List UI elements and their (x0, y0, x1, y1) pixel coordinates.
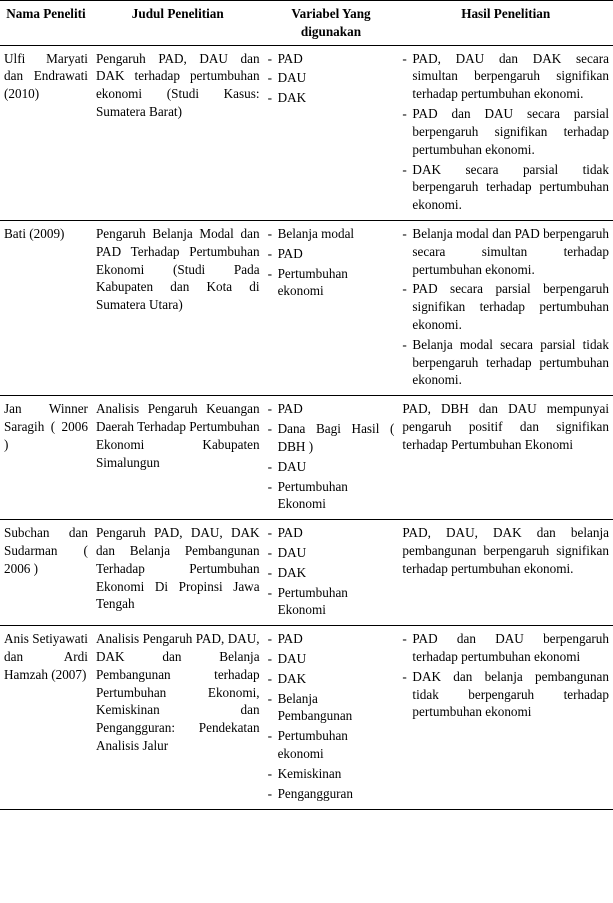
cell-peneliti: Jan Winner Saragih ( 2006 ) (0, 396, 92, 520)
cell-peneliti: Ulfi Maryati dan Endrawati (2010) (0, 45, 92, 220)
hasil-text: PAD, DBH dan DAU mempunyai pengaruh posi… (402, 400, 609, 453)
cell-hasil: PAD, DAU dan DAK secara simultan berpeng… (398, 45, 613, 220)
variabel-item: DAK (268, 89, 395, 107)
header-hasil: Hasil Penelitian (398, 1, 613, 46)
variabel-item: Pertumbuhan ekonomi (268, 727, 395, 763)
hasil-item: Belanja modal dan PAD berpengaruh secara… (402, 225, 609, 278)
variabel-item: PAD (268, 524, 395, 542)
variabel-item: DAK (268, 670, 395, 688)
hasil-item: PAD dan DAU berpengaruh terhadap pertumb… (402, 630, 609, 666)
table-row: Anis Setiyawati dan Ardi Hamzah (2007)An… (0, 626, 613, 809)
variabel-item: PAD (268, 630, 395, 648)
cell-judul: Analisis Pengaruh Keuangan Daerah Terhad… (92, 396, 264, 520)
cell-hasil: PAD dan DAU berpengaruh terhadap pertumb… (398, 626, 613, 809)
variabel-item: DAU (268, 650, 395, 668)
header-variabel: Variabel Yang digunakan (264, 1, 399, 46)
variabel-item: PAD (268, 50, 395, 68)
cell-peneliti: Subchan dan Sudarman ( 2006 ) (0, 520, 92, 626)
cell-judul: Pengaruh Belanja Modal dan PAD Terhadap … (92, 220, 264, 395)
cell-variabel: Belanja modal PAD Pertumbuhan ekonomi (264, 220, 399, 395)
cell-variabel: PADDAU DAK (264, 45, 399, 220)
cell-hasil: PAD, DAU, DAK dan belanja pembangunan be… (398, 520, 613, 626)
hasil-item: PAD, DAU dan DAK secara simultan berpeng… (402, 50, 609, 103)
cell-peneliti: Bati (2009) (0, 220, 92, 395)
hasil-item: DAK secara parsial tidak berpengaruh ter… (402, 161, 609, 214)
header-peneliti: Nama Peneliti (0, 1, 92, 46)
table-header-row: Nama Peneliti Judul Penelitian Variabel … (0, 1, 613, 46)
hasil-text: PAD, DAU, DAK dan belanja pembangunan be… (402, 524, 609, 577)
cell-judul: Pengaruh PAD, DAU, DAK dan Belanja Pemba… (92, 520, 264, 626)
variabel-item: Belanja modal (268, 225, 395, 243)
cell-variabel: PAD Dana Bagi Hasil ( DBH ) DAU Pertumbuhan… (264, 396, 399, 520)
variabel-item: Dana Bagi Hasil ( DBH ) (268, 420, 395, 456)
hasil-item: PAD dan DAU secara parsial berpengaruh s… (402, 105, 609, 158)
cell-variabel: PAD DAU DAK Pertumbuhan Ekonomi (264, 520, 399, 626)
variabel-item: Pertumbuhan Ekonomi (268, 478, 395, 514)
variabel-item: Kemiskinan (268, 765, 395, 783)
cell-judul: Pengaruh PAD, DAU dan DAK terhadap pertu… (92, 45, 264, 220)
cell-peneliti: Anis Setiyawati dan Ardi Hamzah (2007) (0, 626, 92, 809)
variabel-item: DAU (268, 544, 395, 562)
hasil-item: DAK dan belanja pembangunan tidak berpen… (402, 668, 609, 721)
variabel-item: Pengangguran (268, 785, 395, 803)
table-row: Bati (2009)Pengaruh Belanja Modal dan PA… (0, 220, 613, 395)
variabel-item: PAD (268, 400, 395, 418)
variabel-item: PAD (268, 245, 395, 263)
cell-variabel: PAD DAU DAK Belanja PembangunanPertumbuhan … (264, 626, 399, 809)
table-row: Jan Winner Saragih ( 2006 )Analisis Peng… (0, 396, 613, 520)
variabel-item: Belanja Pembangunan (268, 690, 395, 726)
cell-hasil: Belanja modal dan PAD berpengaruh secara… (398, 220, 613, 395)
variabel-item: Pertumbuhan Ekonomi (268, 584, 395, 620)
table-row: Subchan dan Sudarman ( 2006 )Pengaruh PA… (0, 520, 613, 626)
header-judul: Judul Penelitian (92, 1, 264, 46)
cell-hasil: PAD, DBH dan DAU mempunyai pengaruh posi… (398, 396, 613, 520)
table-row: Ulfi Maryati dan Endrawati (2010)Pengaru… (0, 45, 613, 220)
variabel-item: DAK (268, 564, 395, 582)
cell-judul: Analisis Pengaruh PAD, DAU, DAK dan Bela… (92, 626, 264, 809)
variabel-item: DAU (268, 69, 395, 87)
variabel-item: DAU (268, 458, 395, 476)
hasil-item: Belanja modal secara parsial tidak berpe… (402, 336, 609, 389)
variabel-item: Pertumbuhan ekonomi (268, 265, 395, 301)
hasil-item: PAD secara parsial berpengaruh signifika… (402, 280, 609, 333)
research-table: Nama Peneliti Judul Penelitian Variabel … (0, 0, 613, 810)
